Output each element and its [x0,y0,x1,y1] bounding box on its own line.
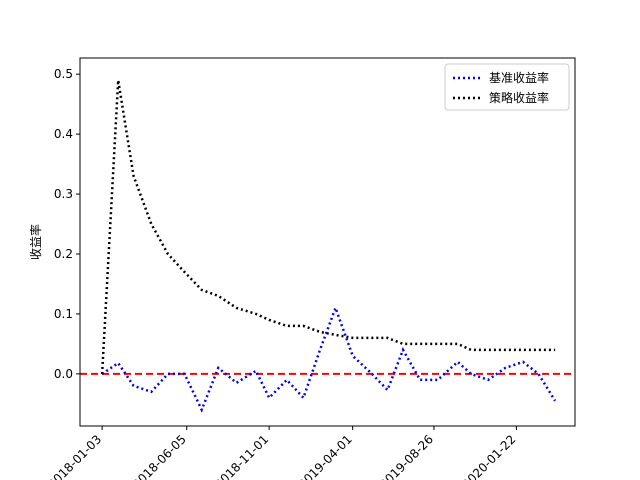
x-tick-label: 2019-04-01 [296,432,355,480]
y-tick-label: 0.4 [54,127,73,141]
x-tick-label: 2020-01-22 [459,432,518,480]
data-line [101,304,557,413]
legend-box [444,63,570,111]
data-line [100,80,556,374]
y-tick-label: 0.2 [54,247,73,261]
x-tick-label: 2018-11-01 [212,432,271,480]
y-tick-label: 0.1 [54,307,73,321]
legend-label: 基准收益率 [489,70,549,85]
plot-frame [79,57,576,427]
y-tick-label: 0.0 [54,367,73,381]
y-axis-label: 收益率 [28,224,43,260]
x-tick-label: 2019-08-26 [377,432,436,480]
y-tick-label: 0.5 [54,67,73,81]
y-tick-label: 0.3 [54,187,73,201]
legend-label: 策略收益率 [489,90,549,105]
x-tick-label: 2018-01-03 [45,432,104,480]
x-tick-label: 2018-06-05 [130,432,189,480]
